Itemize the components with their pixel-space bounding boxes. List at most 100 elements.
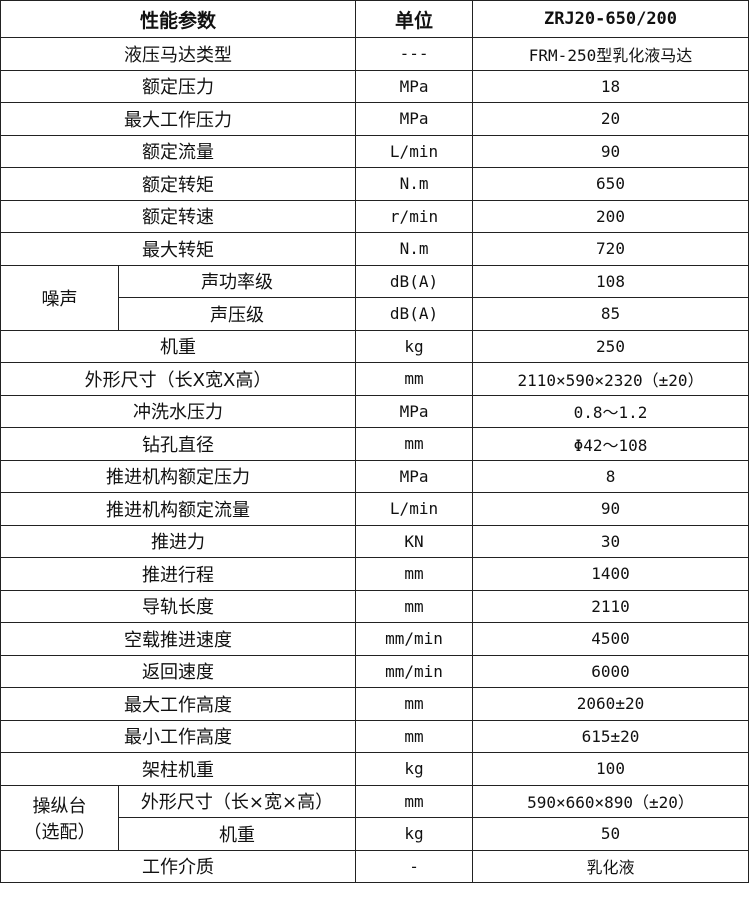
param-name: 额定转矩 [0,167,357,201]
value-cell: 4500 [472,622,749,656]
param-name: 外形尺寸（长×宽×高） [117,784,357,818]
table-row: 噪声 声功率级 dB(A) 108 [0,264,749,331]
param-name: 最大转矩 [0,232,357,266]
unit-cell: dB(A) [355,297,474,331]
param-name: 额定流量 [0,134,357,168]
unit-cell: mm [355,362,474,396]
value-cell: 90 [472,134,749,168]
value-cell: 1400 [472,557,749,591]
value-cell: 90 [472,492,749,526]
param-name: 钻孔直径 [0,427,357,461]
table-row: 架柱机重 kg 100 [0,752,749,786]
value-cell: 200 [472,199,749,233]
unit-cell: mm [355,589,474,623]
param-name: 冲洗水压力 [0,394,357,428]
unit-cell: --- [355,37,474,71]
value-cell: 30 [472,524,749,558]
value-cell: 720 [472,232,749,266]
param-name: 架柱机重 [0,752,357,786]
header-unit: 单位 [355,0,474,38]
param-name: 返回速度 [0,654,357,688]
value-cell: 0.8～1.2 [472,394,749,428]
unit-cell: mm/min [355,654,474,688]
value-cell: 20 [472,102,749,136]
table-row: 工作介质 - 乳化液 [0,849,749,883]
unit-cell: L/min [355,134,474,168]
value-cell: Φ42～108 [472,427,749,461]
value-cell: 50 [472,817,749,851]
unit-cell: MPa [355,102,474,136]
unit-cell: kg [355,817,474,851]
table-row: 推进机构额定流量 L/min 90 [0,492,749,526]
param-name: 空载推进速度 [0,622,357,656]
param-name: 机重 [117,817,357,851]
unit-cell: N.m [355,167,474,201]
value-cell: 2110 [472,589,749,623]
unit-cell: kg [355,329,474,363]
value-cell: 615±20 [472,719,749,753]
param-name: 最大工作压力 [0,102,357,136]
param-name: 推进力 [0,524,357,558]
table-row: 液压马达类型 --- FRM-250型乳化液马达 [0,37,749,71]
param-name: 声功率级 [117,264,357,298]
unit-cell: r/min [355,199,474,233]
unit-cell: kg [355,752,474,786]
table-row: 机重 kg 50 [1,817,749,851]
table-row: 最小工作高度 mm 615±20 [0,719,749,753]
noise-group-label: 噪声 [0,264,119,331]
header-param: 性能参数 [0,0,357,38]
unit-cell: - [355,849,474,883]
table-row: 返回速度 mm/min 6000 [0,654,749,688]
console-group-line2: （选配） [23,821,96,843]
unit-cell: mm [355,427,474,461]
value-cell: 18 [472,69,749,103]
value-cell: 85 [472,297,749,331]
param-name: 推进机构额定压力 [0,459,357,493]
unit-cell: MPa [355,459,474,493]
value-cell: 650 [472,167,749,201]
unit-cell: mm [355,719,474,753]
param-name: 外形尺寸（长X宽X高） [0,362,357,396]
value-cell: FRM-250型乳化液马达 [472,37,749,71]
header-row: 性能参数 单位 ZRJ20-650/200 [0,0,749,38]
table-row: 操纵台 （选配） 外形尺寸（长×宽×高） mm 590×660×890（±20） [0,784,749,851]
value-cell: 590×660×890（±20） [472,784,749,818]
table-row: 推进行程 mm 1400 [0,557,749,591]
table-row: 额定转速 r/min 200 [0,199,749,233]
table-row: 最大转矩 N.m 720 [0,232,749,266]
param-name: 工作介质 [0,849,357,883]
table-row: 外形尺寸（长X宽X高） mm 2110×590×2320（±20） [0,362,749,396]
param-name: 导轨长度 [0,589,357,623]
value-cell: 8 [472,459,749,493]
table-row: 额定压力 MPa 18 [0,69,749,103]
unit-cell: MPa [355,394,474,428]
value-cell: 100 [472,752,749,786]
value-cell: 2060±20 [472,687,749,721]
unit-cell: mm [355,557,474,591]
param-name: 最大工作高度 [0,687,357,721]
table-row: 最大工作高度 mm 2060±20 [0,687,749,721]
console-group-line1: 操纵台 [32,795,87,817]
table-row: 机重 kg 250 [0,329,749,363]
table-row: 空载推进速度 mm/min 4500 [0,622,749,656]
unit-cell: N.m [355,232,474,266]
table-row: 额定流量 L/min 90 [0,134,749,168]
value-cell: 乳化液 [472,849,749,883]
param-name: 额定转速 [0,199,357,233]
table-row: 推进力 KN 30 [0,524,749,558]
table-row: 推进机构额定压力 MPa 8 [0,459,749,493]
param-name: 液压马达类型 [0,37,357,71]
unit-cell: mm [355,784,474,818]
spec-table: 性能参数 单位 ZRJ20-650/200 液压马达类型 --- FRM-250型乳… [0,0,749,883]
value-cell: 108 [472,264,749,298]
param-name: 推进机构额定流量 [0,492,357,526]
header-model: ZRJ20-650/200 [472,0,749,38]
console-group-label: 操纵台 （选配） [0,784,119,851]
value-cell: 2110×590×2320（±20） [472,362,749,396]
unit-cell: MPa [355,69,474,103]
unit-cell: mm [355,687,474,721]
value-cell: 6000 [472,654,749,688]
table-row: 冲洗水压力 MPa 0.8～1.2 [0,394,749,428]
unit-cell: L/min [355,492,474,526]
param-name: 额定压力 [0,69,357,103]
